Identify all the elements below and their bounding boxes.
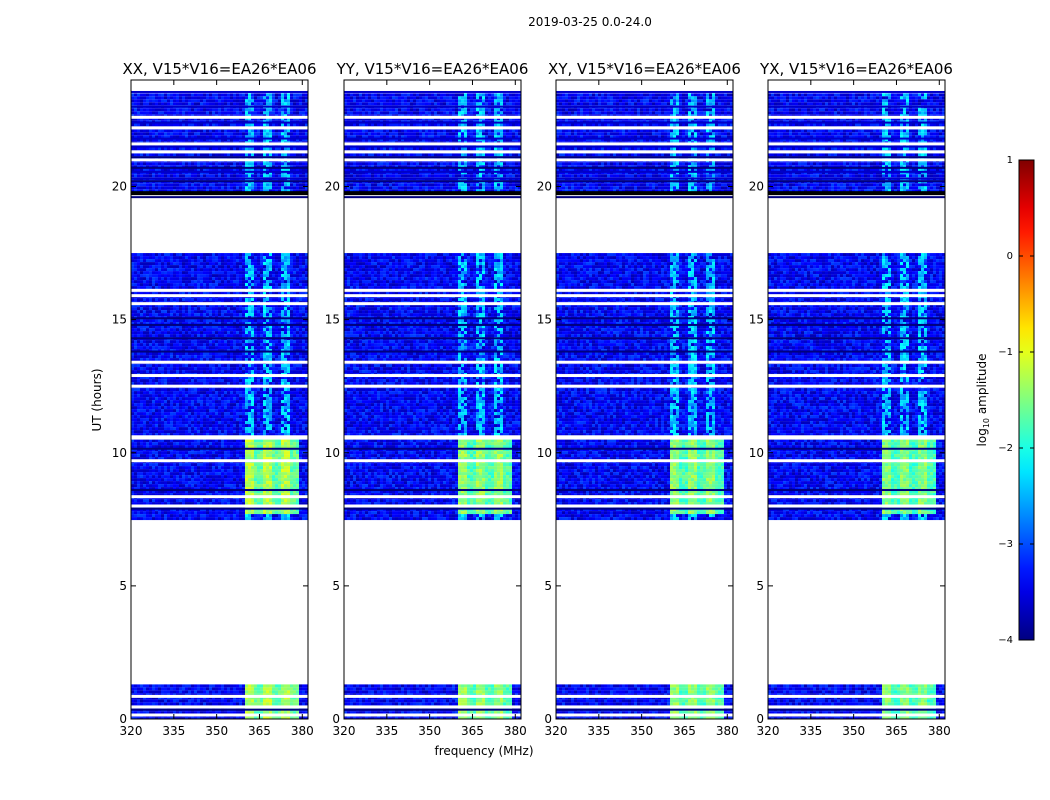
x-tick-label: 380	[291, 724, 314, 738]
x-tick-label: 365	[248, 724, 271, 738]
x-tick-label: 380	[716, 724, 739, 738]
x-tick-label: 350	[418, 724, 441, 738]
heatmap-1	[344, 90, 521, 719]
x-tick-label: 380	[504, 724, 527, 738]
panel-frame	[555, 79, 734, 720]
y-tick-label: 20	[749, 180, 764, 194]
x-tick-label: 320	[545, 724, 568, 738]
panel-title: YX, V15*V16=EA26*EA06	[759, 60, 953, 78]
y-tick-label: 10	[749, 446, 764, 460]
colorbar: 1 0 −1 −2 −3 −4	[998, 155, 1035, 646]
x-tick-label: 320	[757, 724, 780, 738]
y-tick-label: 0	[544, 712, 552, 726]
x-tick-label: 320	[120, 724, 143, 738]
colorbar-tick-label: −3	[998, 539, 1013, 550]
y-tick-label: 15	[112, 313, 127, 327]
y-tick-label: 0	[756, 712, 764, 726]
y-tick-label: 15	[749, 313, 764, 327]
y-tick-label: 5	[332, 579, 340, 593]
colorbar-tick-label: −4	[998, 635, 1013, 646]
y-tick-label: 5	[119, 579, 127, 593]
colorbar-tick-label: −1	[998, 347, 1013, 358]
x-tick-label: 350	[630, 724, 653, 738]
panel-3: YX, V15*V16=EA26*EA06 320 335 350 365 380 0 5 10…	[749, 60, 953, 738]
y-tick-label: 0	[332, 712, 340, 726]
panel-title: XX, V15*V16=EA26*EA06	[122, 60, 316, 78]
colorbar-label: log10 amplitude	[975, 354, 991, 447]
x-tick-label: 350	[842, 724, 865, 738]
y-tick-label: 10	[325, 446, 340, 460]
panel-2: XY, V15*V16=EA26*EA06 320 335 350 365 380 0 5 10…	[537, 60, 741, 738]
x-tick-label: 335	[162, 724, 185, 738]
y-tick-label: 10	[537, 446, 552, 460]
panel-frame	[130, 79, 309, 720]
panel-title: XY, V15*V16=EA26*EA06	[548, 60, 741, 78]
heatmap-2	[556, 90, 733, 719]
panel-frame	[767, 79, 946, 720]
y-tick-label: 5	[756, 579, 764, 593]
y-tick-label: 15	[537, 313, 552, 327]
heatmap-0	[131, 90, 308, 719]
colorbar-tick-label: 0	[1007, 251, 1013, 262]
x-tick-label: 365	[461, 724, 484, 738]
y-tick-label: 15	[325, 313, 340, 327]
y-tick-label: 0	[119, 712, 127, 726]
panel-1: YY, V15*V16=EA26*EA06 320 335 350 365 380 0 5 10…	[325, 60, 529, 738]
panel-frame	[343, 79, 522, 720]
y-tick-label: 20	[537, 180, 552, 194]
y-axis-label: UT (hours)	[90, 368, 104, 431]
colorbar-gradient	[1018, 159, 1035, 641]
colorbar-tick-label: −2	[998, 443, 1013, 454]
x-tick-label: 320	[333, 724, 356, 738]
x-tick-label: 335	[375, 724, 398, 738]
x-tick-label: 365	[673, 724, 696, 738]
x-axis-label: frequency (MHz)	[434, 744, 533, 758]
y-tick-label: 5	[544, 579, 552, 593]
panels: XX, V15*V16=EA26*EA06 320 335 350 365 380 0 5 10…	[112, 60, 953, 738]
figure-title: 2019-03-25 0.0-24.0	[528, 15, 652, 29]
x-tick-label: 335	[799, 724, 822, 738]
x-tick-label: 380	[928, 724, 951, 738]
y-tick-label: 20	[325, 180, 340, 194]
x-tick-label: 335	[587, 724, 610, 738]
x-tick-label: 350	[205, 724, 228, 738]
y-tick-label: 20	[112, 180, 127, 194]
y-tick-label: 10	[112, 446, 127, 460]
panel-title: YY, V15*V16=EA26*EA06	[336, 60, 529, 78]
colorbar-tick-label: 1	[1007, 155, 1013, 166]
heatmap-3	[768, 90, 945, 719]
x-tick-label: 365	[885, 724, 908, 738]
panel-0: XX, V15*V16=EA26*EA06 320 335 350 365 380 0 5 10…	[112, 60, 317, 738]
